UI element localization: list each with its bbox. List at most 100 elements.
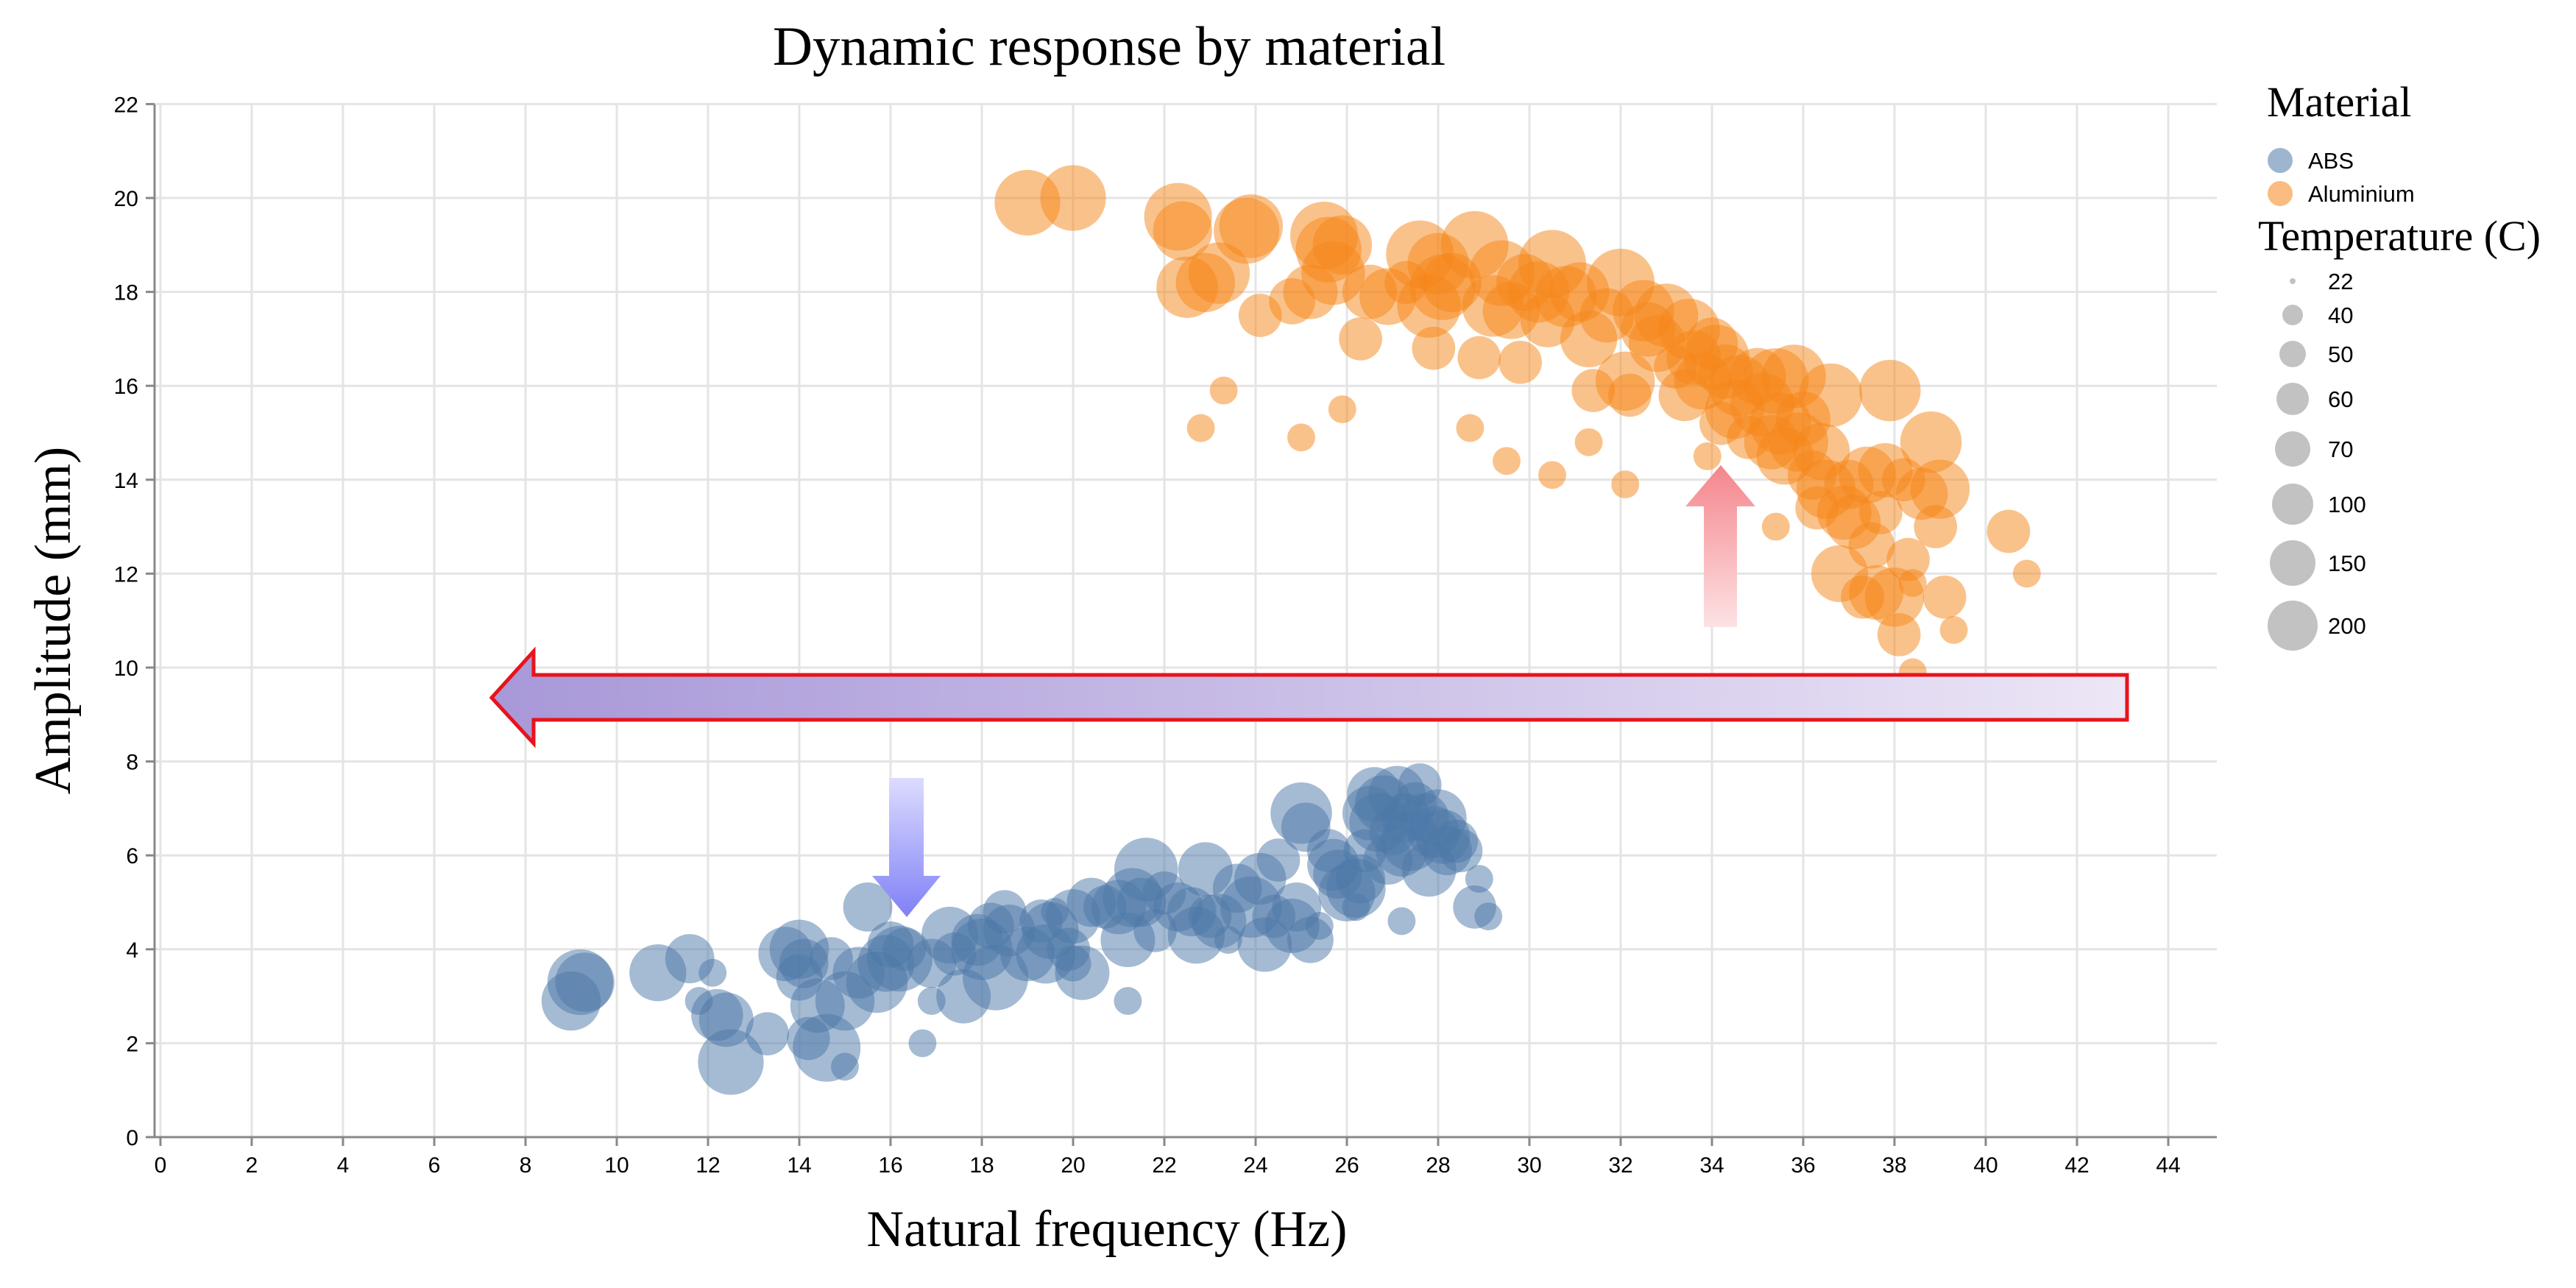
x-tick-label: 30 (1517, 1153, 1541, 1178)
legend-size-label: 22 (2328, 269, 2353, 294)
x-tick-label: 44 (2156, 1153, 2180, 1178)
x-tick-label: 36 (1791, 1153, 1815, 1178)
abs-data-point (746, 1012, 789, 1055)
abs-data-point (1465, 865, 1493, 894)
abs-data-point (698, 958, 727, 987)
aluminium-data-point (1900, 411, 1962, 473)
aluminium-data-point (1877, 613, 1921, 657)
aluminium-data-point (1339, 317, 1382, 361)
aluminium-data-point (1498, 340, 1542, 384)
y-tick-label: 6 (126, 844, 138, 868)
y-tick-label: 8 (126, 751, 138, 775)
x-tick-label: 10 (604, 1153, 629, 1178)
series-aluminium (994, 165, 2041, 687)
legend-size-symbol (2276, 383, 2309, 415)
x-tick-label: 4 (337, 1153, 350, 1178)
aluminium-data-point (1328, 395, 1356, 424)
x-axis-title: Natural frequency (Hz) (867, 1201, 1348, 1258)
aluminium-data-point (1922, 575, 1967, 619)
y-tick-label: 22 (114, 93, 138, 117)
aluminium-data-point (1538, 461, 1566, 489)
abs-data-point (843, 882, 893, 932)
chart-title: Dynamic response by material (773, 16, 1446, 77)
x-tick-label: 22 (1152, 1153, 1176, 1178)
up-arrow-annotation (1685, 465, 1755, 627)
x-axis-ticks: 0 2 4 6 8 10 12 14 16 18 20 22 24 26 28 30 32 34 36 38 40 42 4… (155, 1137, 2181, 1178)
aluminium-data-point (1574, 428, 1603, 456)
legend-size-symbol (2282, 305, 2303, 325)
legend-size-label: 70 (2328, 436, 2353, 462)
y-tick-label: 10 (114, 657, 138, 681)
aluminium-data-point (1493, 447, 1521, 475)
legend-materials: ABS Aluminium (2268, 148, 2415, 207)
abs-data-point (1387, 907, 1416, 935)
y-tick-label: 14 (114, 469, 138, 493)
x-tick-label: 14 (787, 1153, 811, 1178)
x-tick-label: 40 (1973, 1153, 1998, 1178)
abs-data-point (1342, 893, 1370, 921)
x-tick-label: 34 (1699, 1153, 1724, 1178)
x-tick-label: 0 (155, 1153, 167, 1178)
aluminium-data-point (1186, 414, 1215, 442)
legend-size-label: 100 (2328, 492, 2366, 517)
legend-size-label: 200 (2328, 613, 2366, 639)
aluminium-data-point (1898, 569, 1927, 598)
x-tick-label: 38 (1882, 1153, 1906, 1178)
legend-size-label: 40 (2328, 302, 2353, 328)
aluminium-data-point (1457, 336, 1501, 380)
legend-size-symbol (2270, 540, 2315, 586)
legend-size-label: 60 (2328, 386, 2353, 412)
abs-data-point (908, 1029, 937, 1058)
y-tick-label: 18 (114, 281, 138, 305)
aluminium-data-point (1611, 470, 1640, 499)
legend-label-abs: ABS (2308, 148, 2354, 174)
aluminium-data-point (1910, 459, 1970, 519)
legend-size-symbol (2290, 278, 2296, 284)
abs-data-point (1256, 838, 1301, 882)
aluminium-data-point (1608, 373, 1652, 417)
abs-data-point (1305, 911, 1334, 940)
abs-data-point (831, 1052, 859, 1081)
y-tick-label: 12 (114, 562, 138, 587)
aluminium-data-point (1761, 512, 1790, 541)
abs-data-point (1114, 987, 1142, 1015)
legend-swatch-abs (2268, 148, 2293, 173)
x-tick-label: 8 (520, 1153, 532, 1178)
x-tick-label: 16 (878, 1153, 902, 1178)
legend-size-label: 150 (2328, 551, 2366, 576)
legend-size-label: 50 (2328, 342, 2353, 367)
abs-data-point (917, 987, 946, 1015)
y-tick-label: 16 (114, 375, 138, 399)
aluminium-data-point (1312, 215, 1373, 275)
aluminium-data-point (1939, 616, 1968, 644)
aluminium-data-point (1859, 491, 1903, 534)
x-tick-label: 24 (1243, 1153, 1267, 1178)
aluminium-data-point (1412, 326, 1456, 370)
legend-size-symbol (2268, 601, 2318, 651)
legend-size-symbol (2275, 431, 2310, 467)
legend-swatch-aluminium (2268, 181, 2293, 206)
aluminium-data-point (1798, 363, 1863, 428)
x-tick-label: 6 (428, 1153, 441, 1178)
aluminium-data-point (1859, 359, 1921, 422)
y-tick-label: 0 (126, 1126, 138, 1150)
x-tick-label: 12 (696, 1153, 720, 1178)
abs-data-point (555, 952, 615, 1012)
legend-size-symbol (2279, 341, 2306, 367)
aluminium-data-point (1456, 414, 1485, 442)
x-tick-label: 20 (1061, 1153, 1085, 1178)
series-abs (541, 763, 1503, 1095)
x-tick-label: 2 (246, 1153, 258, 1178)
x-tick-label: 42 (2064, 1153, 2089, 1178)
x-tick-label: 26 (1334, 1153, 1359, 1178)
aluminium-data-point (1153, 201, 1213, 261)
x-tick-label: 18 (969, 1153, 994, 1178)
aluminium-data-point (1219, 194, 1284, 258)
down-arrow-annotation (872, 778, 941, 917)
aluminium-data-point (1986, 509, 2031, 553)
y-tick-label: 20 (114, 187, 138, 211)
abs-data-point (1055, 945, 1110, 1000)
aluminium-data-point (1209, 376, 1238, 405)
x-tick-label: 32 (1608, 1153, 1632, 1178)
